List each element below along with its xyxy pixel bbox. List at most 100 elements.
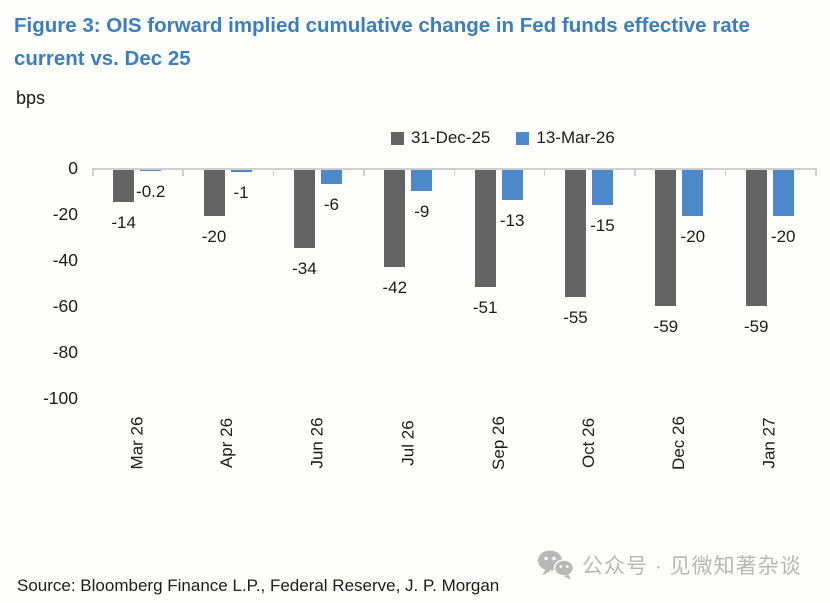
bar-group-oct-26: -55 -15: [544, 170, 634, 337]
x-axis-label: Jun 26: [307, 417, 327, 469]
bar-13-mar-26-dec-26: [682, 170, 704, 216]
bar-31-dec-25-oct-26: [564, 170, 586, 297]
bar-value-label: -20: [201, 227, 227, 246]
legend-swatch-icon: [516, 131, 530, 145]
figure-title: Figure 3: OIS forward implied cumulative…: [14, 14, 750, 71]
x-axis-label: Sep 26: [488, 416, 508, 470]
x-axis-label-cell: Mar 26: [92, 402, 182, 484]
bar-13-mar-26-mar-26: [140, 170, 162, 171]
axis-tick-mark: [272, 168, 275, 176]
axis-tick-mark: [92, 168, 94, 176]
bar-cell: -20: [770, 170, 796, 247]
legend-label: 13-Mar-26: [536, 128, 615, 147]
bar-31-dec-25-jul-26: [384, 170, 406, 267]
x-axis-label: Dec 26: [669, 416, 689, 470]
axis-tick-mark: [815, 168, 817, 176]
bar-13-mar-26-jan-27: [772, 170, 794, 216]
bar-group-jul-26: -42 -9: [363, 170, 453, 337]
axis-tick-mark: [543, 168, 546, 176]
bar-31-dec-25-apr-26: [203, 170, 225, 216]
watermark-text: 公众号 · 见微知著杂谈: [582, 554, 802, 578]
x-axis-label-cell: Jun 26: [273, 402, 363, 484]
wechat-icon: [538, 550, 574, 580]
bar-cell: -20: [680, 170, 706, 247]
bar-31-dec-25-dec-26: [655, 170, 677, 306]
bar-value-label: -9: [414, 201, 430, 221]
y-axis-tick-label: -60: [52, 296, 78, 316]
bar-31-dec-25-mar-26: [113, 170, 135, 203]
bar-cell: -51: [472, 170, 498, 318]
bar-31-dec-25-jan-27: [745, 170, 767, 306]
bar-cell: -59: [653, 170, 679, 337]
bar-31-dec-25-sep-26: [474, 170, 496, 288]
bar-13-mar-26-oct-26: [591, 170, 613, 205]
x-axis-label: Jan 27: [759, 417, 779, 469]
x-axis-label-cell: Oct 26: [544, 402, 634, 484]
x-axis-label-cell: Apr 26: [182, 402, 272, 484]
bar-13-mar-26-jun-26: [320, 170, 342, 184]
bar-31-dec-25-jun-26: [293, 170, 315, 249]
y-axis-tick-label: -20: [52, 204, 78, 224]
bar-group-sep-26: -51 -13: [453, 170, 543, 337]
bar-cell: -6: [320, 170, 342, 215]
legend-label: 31-Dec-25: [411, 128, 491, 147]
x-axis-label: Oct 26: [578, 417, 598, 469]
bar-cell: -0.2: [136, 170, 165, 202]
x-axis-label: Mar 26: [127, 416, 147, 470]
bars-area: -14 -0.2 -20 -1 -34 -6 -42 -9 -51 -13 -55 -15 -59 -20…: [92, 170, 815, 337]
bar-13-mar-26-apr-26: [230, 170, 252, 173]
x-axis-label-cell: Jul 26: [363, 402, 453, 484]
bar-value-label: -20: [680, 227, 706, 246]
x-axis-label-cell: Jan 27: [725, 402, 815, 484]
bar-cell: -1: [230, 170, 252, 203]
bar-cell: -42: [382, 170, 408, 298]
source-note: Source: Bloomberg Finance L.P., Federal …: [17, 576, 500, 595]
y-axis-unit-label: bps: [16, 88, 46, 108]
bar-cell: -59: [743, 170, 769, 337]
bar-group-apr-26: -20 -1: [182, 170, 272, 337]
bar-cell: -15: [590, 170, 615, 236]
axis-tick-mark: [724, 168, 727, 176]
bar-value-label: -14: [111, 213, 136, 233]
x-axis-label-cell: Dec 26: [634, 402, 724, 484]
bar-value-label: -59: [743, 316, 769, 336]
bar-cell: -55: [563, 170, 588, 328]
bar-cell: -13: [499, 170, 525, 231]
legend-swatch-icon: [391, 131, 404, 145]
bar-value-label: -51: [472, 298, 498, 318]
bar-value-label: -0.2: [136, 181, 166, 201]
bar-cell: -34: [292, 170, 317, 279]
bar-group-dec-26: -59 -20: [634, 170, 724, 337]
bar-group-mar-26: -14 -0.2: [92, 170, 182, 337]
bar-value-label: -6: [323, 194, 339, 214]
y-axis-tick-label: -80: [52, 342, 78, 362]
y-axis-tick-label: -100: [42, 388, 78, 408]
bar-13-mar-26-sep-26: [501, 170, 523, 200]
bar-cell: -14: [111, 170, 136, 233]
bar-value-label: -42: [382, 277, 408, 297]
legend-item-31-dec-25: 31-Dec-25: [391, 128, 490, 148]
bar-value-label: -1: [233, 183, 249, 203]
bar-value-label: -13: [499, 210, 525, 230]
bar-value-label: -15: [590, 215, 615, 235]
axis-tick-mark: [182, 168, 184, 176]
axis-tick-mark: [453, 168, 455, 176]
watermark: 公众号 · 见微知著杂谈: [537, 549, 802, 580]
bar-value-label: -20: [770, 227, 796, 246]
x-axis-label: Apr 26: [217, 417, 237, 469]
x-axis-labels: Mar 26 Apr 26 Jun 26 Jul 26 Sep 26 Oct 26 Dec …: [92, 402, 815, 484]
axis-tick-mark: [634, 168, 636, 176]
bar-value-label: -55: [563, 307, 588, 327]
chart-legend: 31-Dec-25 13-Mar-26: [391, 128, 615, 148]
bar-group-jan-27: -59 -20: [725, 170, 815, 337]
bar-cell: -20: [201, 170, 227, 247]
x-axis-label: Jul 26: [398, 420, 418, 466]
bar-value-label: -34: [292, 259, 317, 279]
bar-cell: -9: [411, 170, 433, 222]
bar-value-label: -59: [653, 316, 679, 336]
y-axis-tick-label: 0: [68, 158, 78, 178]
y-axis-tick-label: -40: [52, 250, 78, 270]
legend-item-13-mar-26: 13-Mar-26: [516, 128, 615, 148]
